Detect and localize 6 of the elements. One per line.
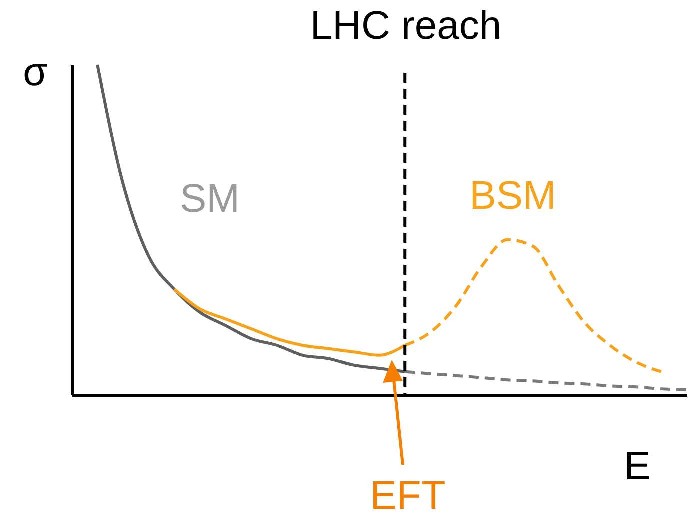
series-label: BSM (470, 174, 556, 218)
text: EFT (370, 474, 446, 516)
series-label: SM (180, 177, 240, 221)
x-axis-title: E (624, 444, 651, 488)
y-axis-title: σ (23, 50, 48, 94)
text: LHC reach (310, 4, 502, 48)
